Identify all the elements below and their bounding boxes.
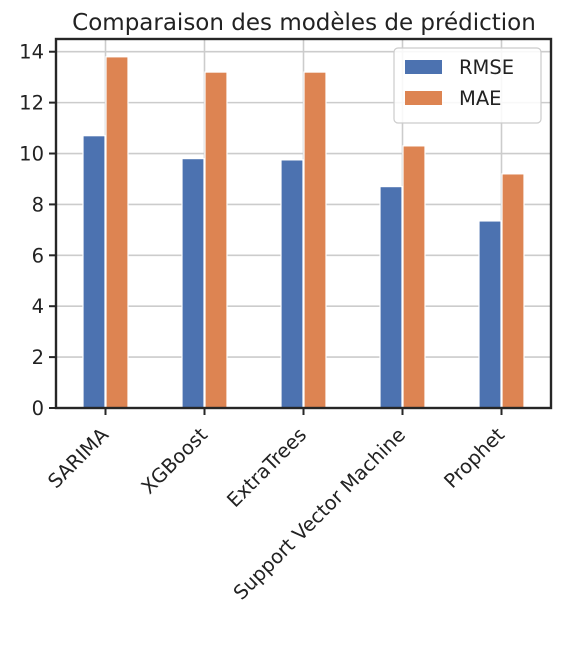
y-tick-label: 6 — [32, 244, 44, 267]
legend-label: RMSE — [459, 56, 514, 79]
y-tick-label: 2 — [32, 346, 44, 369]
bar-mae-prophet — [501, 173, 525, 409]
legend: RMSE MAE — [393, 47, 542, 124]
legend-label: MAE — [459, 87, 502, 110]
x-tick-label: Support Vector Machine — [229, 423, 410, 604]
bar-rmse-sarima — [82, 135, 106, 409]
bar-mae-support-vector-machine — [402, 145, 426, 409]
x-tick-label: SARIMA — [43, 423, 113, 493]
y-tick-label: 14 — [19, 41, 44, 64]
y-tick-label: 4 — [32, 295, 44, 318]
legend-swatch — [405, 91, 442, 105]
bar-rmse-support-vector-machine — [379, 186, 403, 409]
bar-rmse-prophet — [478, 220, 502, 409]
y-tick-label: 12 — [19, 92, 44, 115]
chart-title: Comparaison des modèles de prédiction — [72, 10, 536, 36]
bar-layer — [82, 56, 525, 409]
bar-rmse-extratrees — [280, 159, 304, 409]
bar-rmse-xgboost — [181, 158, 205, 409]
legend-swatch — [405, 60, 442, 74]
x-tick-label: Prophet — [440, 423, 510, 493]
y-tick-label: 8 — [32, 193, 44, 216]
x-tick-label: ExtraTrees — [222, 423, 311, 512]
x-tick-label: XGBoost — [137, 423, 213, 499]
y-tick-label: 10 — [19, 143, 44, 166]
bar-mae-extratrees — [303, 71, 327, 409]
y-tick-label: 0 — [32, 397, 44, 420]
bar-mae-xgboost — [204, 71, 228, 409]
bar-mae-sarima — [105, 56, 129, 409]
